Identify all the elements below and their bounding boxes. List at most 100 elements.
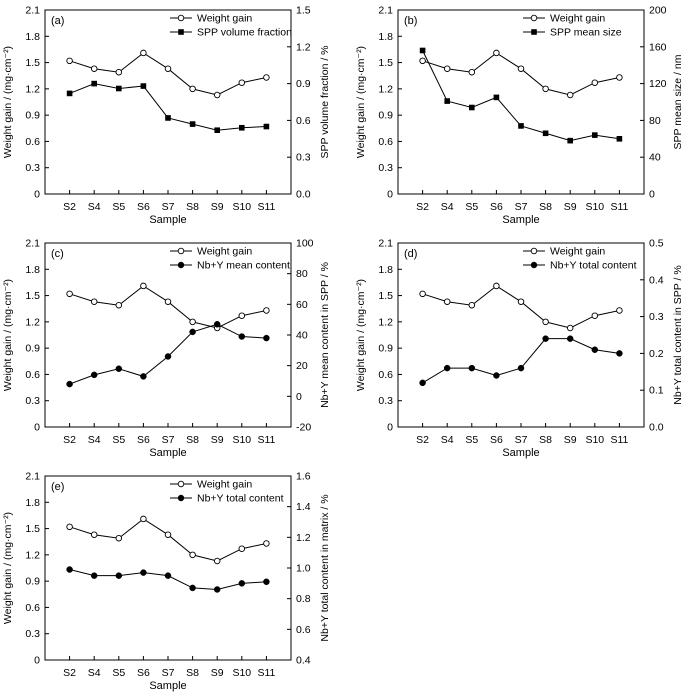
y-tick-label-left: 1.8	[25, 31, 40, 43]
y-tick-label-right: 0.6	[296, 115, 311, 127]
x-axis-title: Sample	[502, 447, 539, 459]
y-tick-label-left: 1.5	[378, 290, 393, 302]
data-point-s1-S8	[542, 130, 549, 137]
y-tick-label-left: 0.6	[25, 136, 40, 148]
y-tick-label-left: 1.2	[378, 316, 393, 328]
x-tick-label: S11	[610, 434, 628, 446]
data-point-s0-S10	[238, 545, 246, 552]
y-tick-label-right: 120	[649, 78, 667, 90]
legend-label: Weight gain	[197, 246, 252, 258]
y-axis-title-right: Nb+Y total content in matrix / %	[319, 494, 331, 641]
data-point-s1-S4	[444, 98, 450, 104]
y-tick-label-right: 0	[296, 391, 302, 403]
data-point-s0-S4	[90, 65, 98, 72]
y-tick-label-right: 1.2	[296, 41, 311, 53]
data-point-s1-S11	[263, 334, 270, 342]
data-point-s1-S6	[493, 94, 500, 101]
x-tick-label: S8	[186, 667, 199, 679]
legend-label: Weight gain	[550, 13, 605, 25]
x-tick-label: S9	[564, 201, 577, 213]
x-tick-label: S9	[211, 201, 224, 213]
data-point-s0-S2	[66, 57, 73, 65]
data-point-s1-S4	[90, 371, 98, 379]
series-line-1	[422, 338, 620, 384]
data-point-s1-S5	[115, 365, 123, 372]
y-tick-label-left: 1.5	[378, 57, 393, 69]
series-line-0	[422, 285, 620, 329]
x-tick-label: S10	[232, 201, 251, 213]
data-point-s1-S5	[468, 364, 476, 372]
y-tick-label-left: 0.6	[378, 369, 393, 381]
data-point-s1-S4	[90, 572, 98, 579]
x-tick-label: S7	[515, 434, 528, 446]
y-tick-label-right: 1.5	[296, 5, 311, 17]
data-point-s1-S2	[66, 380, 73, 388]
data-point-s1-S9	[567, 137, 573, 144]
x-tick-label: S10	[232, 667, 251, 679]
legend-label: Nb+Y total content	[197, 493, 284, 505]
data-point-s0-S11	[263, 540, 270, 547]
y-tick-label-left: 0.9	[25, 576, 40, 588]
legend-marker	[178, 29, 184, 35]
legend-marker	[177, 494, 185, 502]
data-point-s1-S10	[591, 346, 599, 353]
data-point-s0-S4	[443, 298, 451, 305]
data-point-s0-S2	[66, 290, 73, 298]
x-tick-label: S6	[490, 434, 503, 446]
y-tick-label-right: 1.0	[296, 563, 311, 575]
data-point-s1-S9	[213, 321, 221, 328]
y-tick-label-left: 2.1	[25, 471, 40, 483]
y-tick-label-left: 0	[34, 655, 40, 667]
y-tick-label-right: 100	[296, 238, 314, 250]
x-tick-label: S9	[564, 434, 577, 446]
data-point-s0-S8	[189, 551, 196, 559]
x-tick-label: S6	[137, 667, 150, 679]
y-tick-label-left: 0.3	[25, 162, 40, 174]
data-point-s0-S7	[517, 65, 525, 72]
y-axis-title-left: Weight gain / (mg·cm⁻²)	[2, 46, 14, 158]
y-tick-label-right: 160	[649, 41, 667, 53]
x-axis-title: Sample	[149, 214, 186, 226]
y-tick-label-right: 0.6	[296, 624, 311, 636]
data-point-s1-S11	[263, 123, 270, 130]
data-point-s0-S11	[616, 74, 623, 81]
data-point-s1-S4	[443, 364, 451, 372]
y-tick-label-left: 0.3	[25, 395, 40, 407]
data-point-s0-S7	[164, 65, 172, 72]
legend-label: Nb+Y total content	[550, 260, 637, 272]
y-axis-title-right: Nb+Y mean content in SPP / %	[319, 262, 331, 408]
series-line-0	[69, 518, 267, 562]
data-point-s1-S6	[493, 372, 500, 379]
data-point-s0-S7	[517, 298, 525, 305]
data-point-s0-S10	[591, 79, 599, 86]
series-line-0	[422, 52, 620, 96]
data-point-s1-S5	[115, 572, 123, 579]
y-tick-label-left: 1.2	[25, 316, 40, 328]
y-tick-label-right: 0.8	[296, 593, 311, 605]
y-tick-label-right: 200	[649, 5, 667, 17]
y-tick-label-left: 1.5	[25, 523, 40, 535]
data-point-s0-S6	[140, 49, 147, 57]
data-point-s1-S7	[517, 364, 525, 372]
series-line-1	[69, 83, 267, 131]
y-tick-label-right: 40	[296, 330, 308, 342]
y-tick-label-right: 1.2	[296, 532, 311, 544]
y-tick-label-right: 0.5	[649, 238, 664, 250]
legend-marker	[530, 14, 538, 22]
y-axis-title-left: Weight gain / (mg·cm⁻²)	[2, 512, 14, 624]
data-point-s1-S11	[616, 350, 623, 357]
data-point-s1-S9	[214, 127, 220, 134]
y-tick-label-left: 1.8	[378, 264, 393, 276]
legend-marker	[177, 14, 185, 22]
data-point-s1-S9	[213, 586, 221, 593]
x-tick-label: S5	[465, 434, 478, 446]
x-tick-label: S5	[112, 667, 125, 679]
x-tick-label: S4	[88, 667, 101, 679]
data-point-s0-S2	[419, 290, 426, 298]
x-tick-label: S7	[162, 667, 175, 679]
y-tick-label-left: 0	[387, 189, 393, 201]
data-point-s1-S7	[164, 572, 172, 579]
y-tick-label-left: 0.3	[378, 162, 393, 174]
x-axis-title: Sample	[149, 680, 186, 692]
